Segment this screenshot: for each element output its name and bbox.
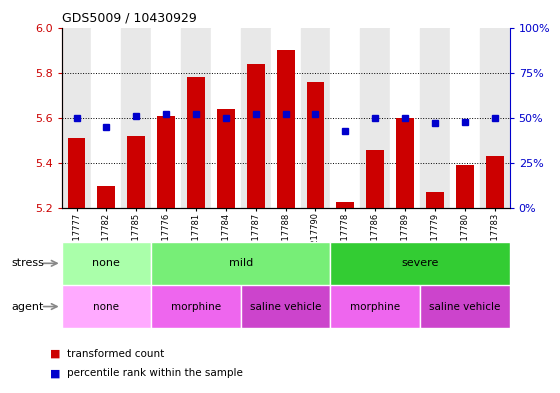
Bar	[211, 28, 241, 208]
Bar	[306, 82, 324, 208]
Bar	[420, 285, 510, 328]
Text: stress: stress	[11, 258, 44, 268]
Bar	[366, 149, 384, 208]
Bar	[241, 28, 270, 208]
Text: saline vehicle: saline vehicle	[429, 301, 501, 312]
Bar	[157, 116, 175, 208]
Bar	[187, 77, 205, 208]
Bar	[270, 28, 301, 208]
Text: agent: agent	[11, 301, 44, 312]
Bar	[390, 28, 420, 208]
Bar	[247, 64, 265, 208]
Bar	[330, 285, 420, 328]
Bar	[97, 186, 115, 208]
Bar	[450, 28, 480, 208]
Bar	[480, 28, 510, 208]
Bar	[360, 28, 390, 208]
Bar	[330, 28, 360, 208]
Text: morphine: morphine	[171, 301, 221, 312]
Bar	[151, 285, 241, 328]
Bar	[181, 28, 211, 208]
Bar	[68, 138, 86, 208]
Text: mild: mild	[228, 258, 253, 268]
Text: morphine: morphine	[350, 301, 400, 312]
Text: none: none	[92, 258, 120, 268]
Bar	[151, 28, 181, 208]
Text: GDS5009 / 10430929: GDS5009 / 10430929	[62, 12, 197, 25]
Text: none: none	[94, 301, 119, 312]
Bar	[151, 242, 330, 285]
Text: transformed count: transformed count	[67, 349, 165, 359]
Bar	[420, 28, 450, 208]
Bar	[127, 136, 145, 208]
Bar	[277, 50, 295, 208]
Bar	[241, 285, 330, 328]
Bar	[62, 28, 91, 208]
Bar	[486, 156, 503, 208]
Bar	[62, 242, 151, 285]
Text: ■: ■	[50, 349, 61, 359]
Text: ■: ■	[50, 368, 61, 378]
Text: saline vehicle: saline vehicle	[250, 301, 321, 312]
Bar	[456, 165, 474, 208]
Bar	[396, 118, 414, 208]
Bar	[426, 193, 444, 208]
Bar	[301, 28, 330, 208]
Text: severe: severe	[402, 258, 438, 268]
Bar	[62, 285, 151, 328]
Bar	[330, 242, 510, 285]
Bar	[337, 202, 354, 208]
Text: percentile rank within the sample: percentile rank within the sample	[67, 368, 243, 378]
Bar	[217, 109, 235, 208]
Bar	[122, 28, 151, 208]
Bar	[91, 28, 122, 208]
